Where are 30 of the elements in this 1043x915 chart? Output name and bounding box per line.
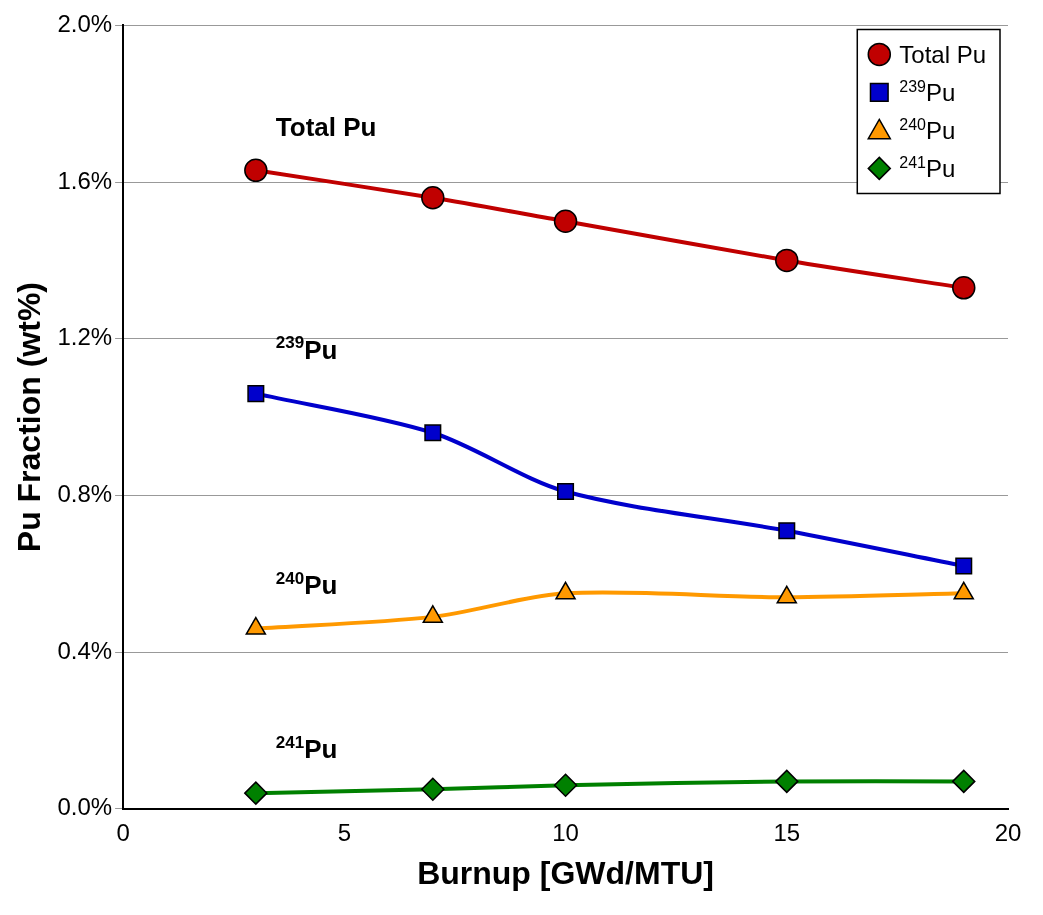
y-tick-label: 1.6%	[57, 166, 113, 194]
y-tick-label: 0.4%	[57, 636, 113, 664]
point	[775, 248, 799, 273]
y-axis-title: Pu Fraction (wt%)	[11, 281, 48, 553]
point	[955, 557, 973, 575]
point	[421, 777, 445, 801]
x-axis-title: Burnup [GWd/MTU]	[417, 854, 714, 891]
y-tick-label: 1.2%	[57, 323, 113, 351]
point	[952, 276, 976, 300]
annotation: Total Pu	[275, 111, 377, 142]
point	[778, 522, 796, 540]
point	[244, 158, 268, 183]
point	[244, 781, 268, 805]
x-tick-label: 0	[116, 818, 130, 846]
x-tick-label: 5	[337, 818, 352, 846]
point	[557, 483, 575, 501]
y-tick-label: 0.0%	[57, 793, 113, 821]
legend-label: Total Pu	[899, 41, 986, 69]
x-tick-label: 10	[552, 818, 579, 846]
y-tick-label: 0.8%	[57, 480, 113, 508]
point	[424, 424, 442, 442]
point	[421, 186, 445, 210]
point	[952, 769, 976, 794]
y-tick-label: 2.0%	[57, 10, 113, 38]
x-tick-label: 15	[773, 818, 801, 846]
point	[247, 385, 265, 403]
point	[553, 209, 578, 233]
x-tick-label: 20	[994, 818, 1022, 846]
point	[553, 773, 578, 798]
point	[775, 769, 799, 794]
